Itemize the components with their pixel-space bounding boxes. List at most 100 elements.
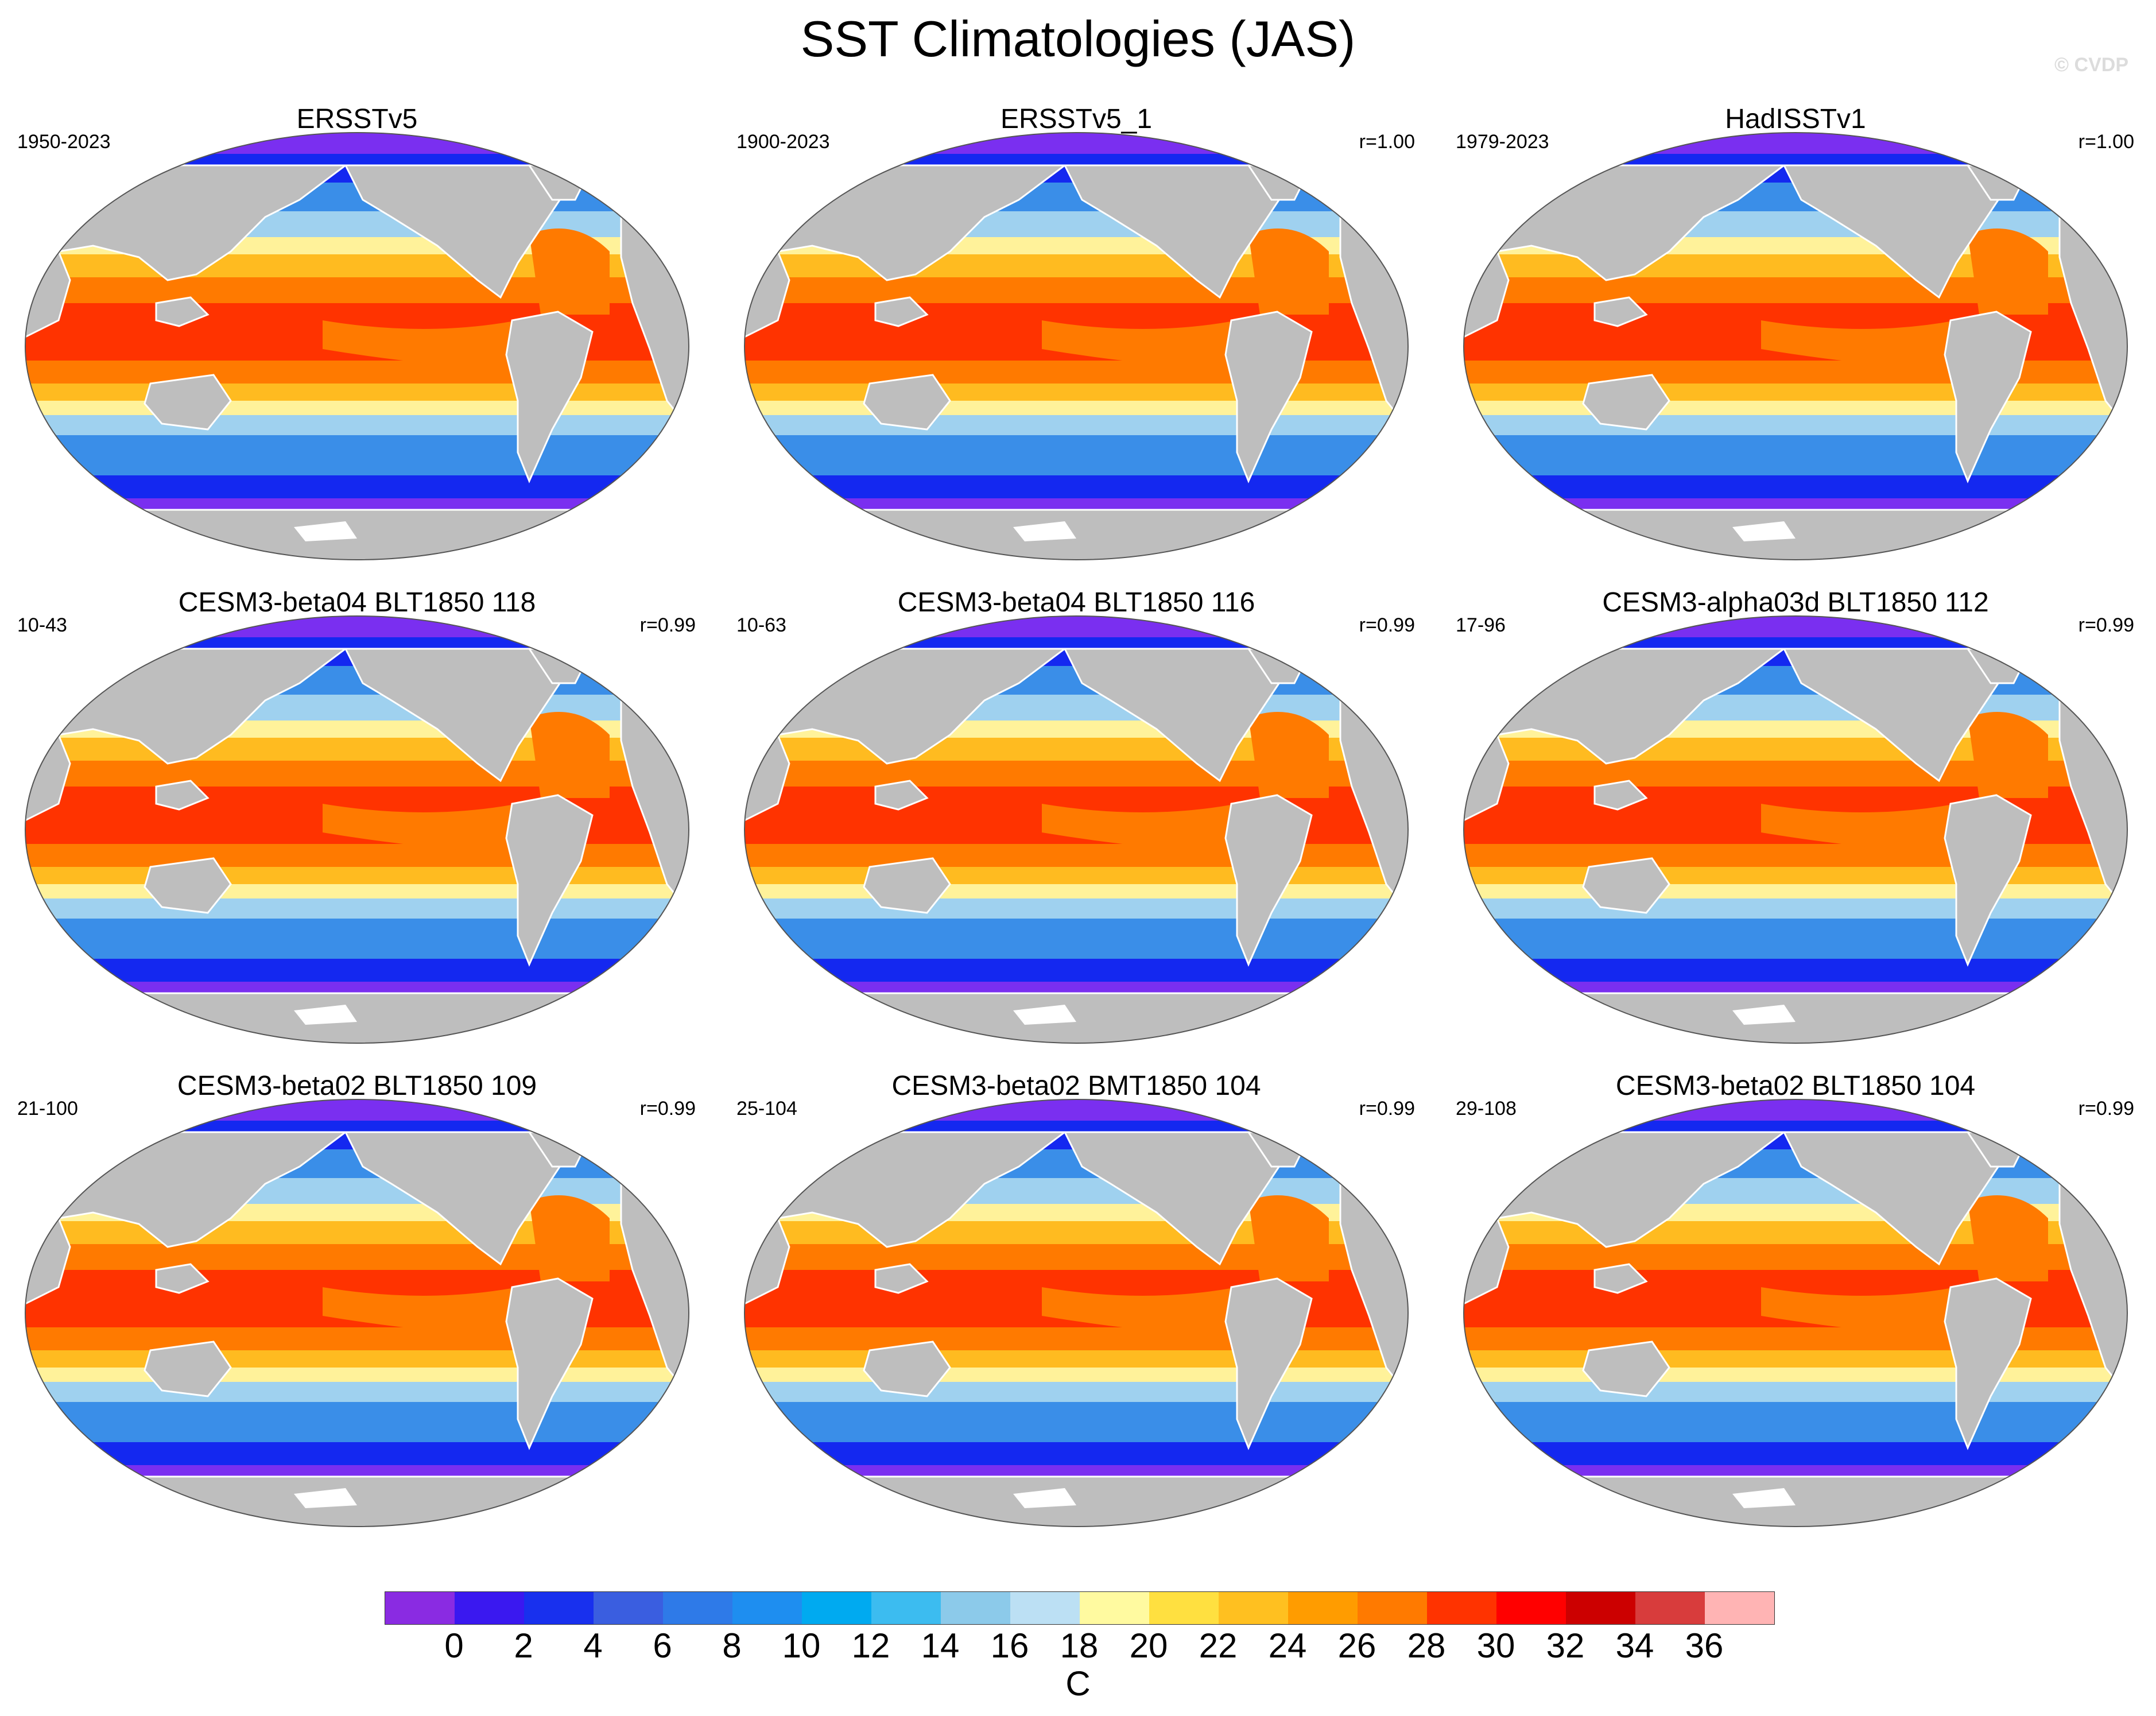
map-panel: ERSSTv5 1950-2023	[7, 102, 707, 561]
colorbar-tick-label: 4	[583, 1626, 603, 1665]
australia-landmass	[1582, 374, 1670, 431]
sst-band	[25, 475, 689, 498]
sst-map	[24, 131, 690, 561]
panel-title: ERSSTv5_1	[1000, 104, 1153, 134]
sst-band	[1464, 939, 2127, 959]
panel-correlation: r=0.99	[639, 614, 696, 636]
sst-map	[1463, 1098, 2128, 1528]
sst-band	[1464, 1382, 2127, 1402]
maritime-continent	[155, 780, 210, 811]
colorbar-tick-label: 24	[1268, 1626, 1307, 1665]
panel-period: 10-63	[736, 614, 786, 636]
sst-map	[24, 1098, 690, 1528]
sst-map	[743, 614, 1409, 1045]
colorbar-tick-label: 30	[1476, 1626, 1515, 1665]
colorbar-ticks: 0 2 4 6 8 10 12 14 16 18 20 22 24 26 28 30 32 34 36	[385, 1626, 1774, 1666]
sst-band	[25, 898, 689, 919]
map-border	[25, 1099, 689, 1527]
cold-tongue	[323, 320, 541, 372]
sst-band	[1464, 1422, 2127, 1442]
panel-period: 21-100	[17, 1098, 78, 1120]
map-border	[25, 615, 689, 1044]
australia-landmass	[863, 374, 951, 431]
south-america-landmass	[1224, 311, 1313, 483]
colorbar-tick-label: 10	[782, 1626, 821, 1665]
sst-band	[1464, 1368, 2127, 1382]
cold-tongue	[1042, 320, 1260, 372]
atlantic-warm-lobe	[1248, 1195, 1329, 1281]
south-america-landmass	[505, 311, 594, 483]
panel-correlation: r=0.99	[2078, 1098, 2134, 1120]
panel-title: CESM3-alpha03d BLT1850 112	[1602, 587, 1989, 618]
cold-tongue	[323, 1287, 541, 1339]
sst-band	[1464, 844, 2127, 867]
colorbar-swatch	[1219, 1592, 1288, 1624]
south-america-landmass	[1224, 1277, 1313, 1450]
antarctica-landmass	[744, 509, 1408, 560]
sst-map	[24, 614, 690, 1045]
cold-tongue	[1761, 804, 1979, 855]
sst-band	[744, 361, 1408, 384]
colorbar-swatch	[941, 1592, 1010, 1624]
panel-period: 10-43	[17, 614, 67, 636]
sst-map-svg	[25, 615, 689, 1044]
atlantic-warm-lobe	[1968, 228, 2048, 315]
australia-landmass	[144, 857, 232, 914]
map-panel: HadISSTv1 1979-2023 r=1.00	[1445, 102, 2146, 561]
sst-band	[25, 1327, 689, 1350]
map-panel: CESM3-beta02 BLT1850 109 21-100 r=0.99	[7, 1069, 707, 1528]
antarctica-landmass	[25, 509, 689, 560]
sst-map-svg	[1463, 615, 2128, 1044]
panel-correlation: r=1.00	[2078, 131, 2134, 153]
cold-tongue	[1042, 1287, 1260, 1339]
sst-band	[744, 455, 1408, 475]
colorbar-swatch	[1149, 1592, 1219, 1624]
panel-period: 1900-2023	[736, 131, 830, 153]
colorbar-tick-label: 26	[1337, 1626, 1376, 1665]
colorbar-tick-label: 34	[1615, 1626, 1654, 1665]
colorbar-swatch	[871, 1592, 941, 1624]
colorbar-swatch	[1566, 1592, 1635, 1624]
sst-band	[744, 898, 1408, 919]
sst-band	[25, 415, 689, 435]
sst-band	[744, 1368, 1408, 1382]
panel-title: ERSSTv5	[296, 104, 418, 134]
sst-map-svg	[744, 615, 1409, 1044]
panel-period: 1979-2023	[1456, 131, 1549, 153]
sst-band	[744, 475, 1408, 498]
panel-title: CESM3-beta02 BLT1850 109	[177, 1071, 537, 1101]
australia-landmass	[144, 374, 232, 431]
maritime-continent	[874, 780, 929, 811]
colorbar-tick-label: 8	[722, 1626, 742, 1665]
colorbar-swatch	[385, 1592, 455, 1624]
sst-map-svg	[744, 132, 1409, 560]
map-panel: CESM3-beta02 BMT1850 104 25-104 r=0.99	[726, 1069, 1426, 1528]
colorbar-tick-label: 14	[921, 1626, 960, 1665]
colorbar-tick-label: 12	[851, 1626, 890, 1665]
maritime-continent	[1593, 296, 1648, 327]
atlantic-warm-lobe	[1968, 712, 2048, 798]
colorbar-tick-label: 32	[1546, 1626, 1585, 1665]
missing-data-patch	[1013, 1488, 1076, 1508]
atlantic-warm-lobe	[1248, 228, 1329, 315]
sst-band	[25, 1368, 689, 1382]
figure-title: SST Climatologies (JAS)	[800, 10, 1356, 67]
colorbar-tick-label: 6	[653, 1626, 672, 1665]
sst-map	[1463, 614, 2128, 1045]
atlantic-warm-lobe	[529, 228, 610, 315]
sst-band	[1464, 1402, 2127, 1422]
map-border	[1463, 1099, 2128, 1527]
australia-landmass	[1582, 857, 1670, 914]
sst-band	[25, 361, 689, 384]
panel-period: 1950-2023	[17, 131, 111, 153]
sst-band	[25, 1382, 689, 1402]
cold-tongue	[1761, 1287, 1979, 1339]
sst-band	[744, 1327, 1408, 1350]
colorbar-tick-label: 28	[1407, 1626, 1446, 1665]
panel-correlation: r=0.99	[2078, 614, 2134, 636]
missing-data-patch	[1013, 521, 1076, 541]
colorbar-tick-label: 0	[444, 1626, 464, 1665]
sst-band	[744, 401, 1408, 415]
sst-band	[744, 1402, 1408, 1422]
maritime-continent	[1593, 1263, 1648, 1294]
